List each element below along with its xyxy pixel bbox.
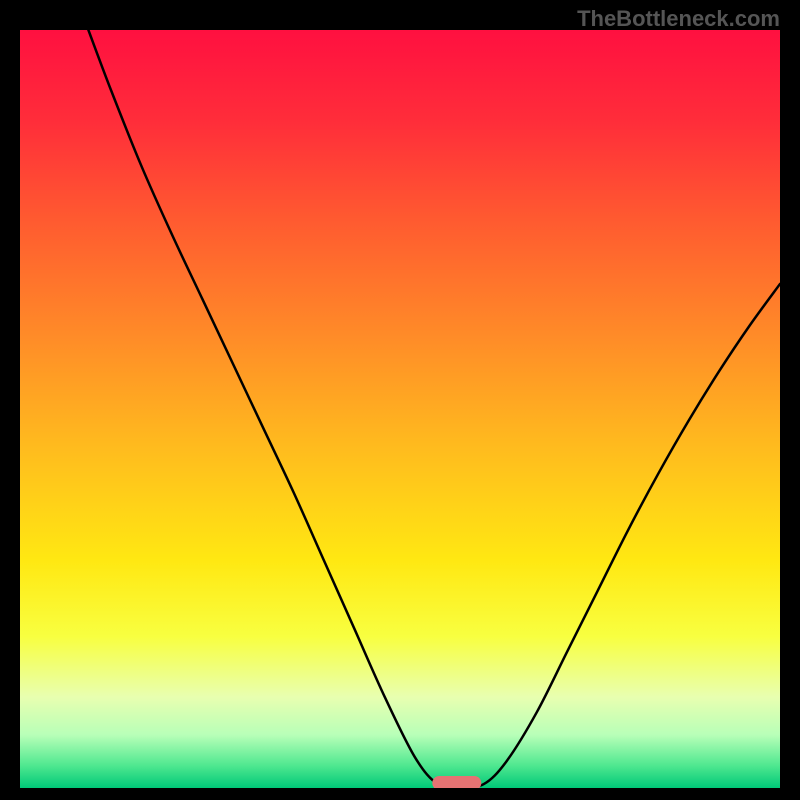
bottleneck-curve: [20, 30, 780, 788]
plot-area: [20, 30, 780, 788]
optimal-marker: [432, 776, 481, 788]
chart-container: TheBottleneck.com: [0, 0, 800, 800]
watermark-text: TheBottleneck.com: [577, 6, 780, 32]
